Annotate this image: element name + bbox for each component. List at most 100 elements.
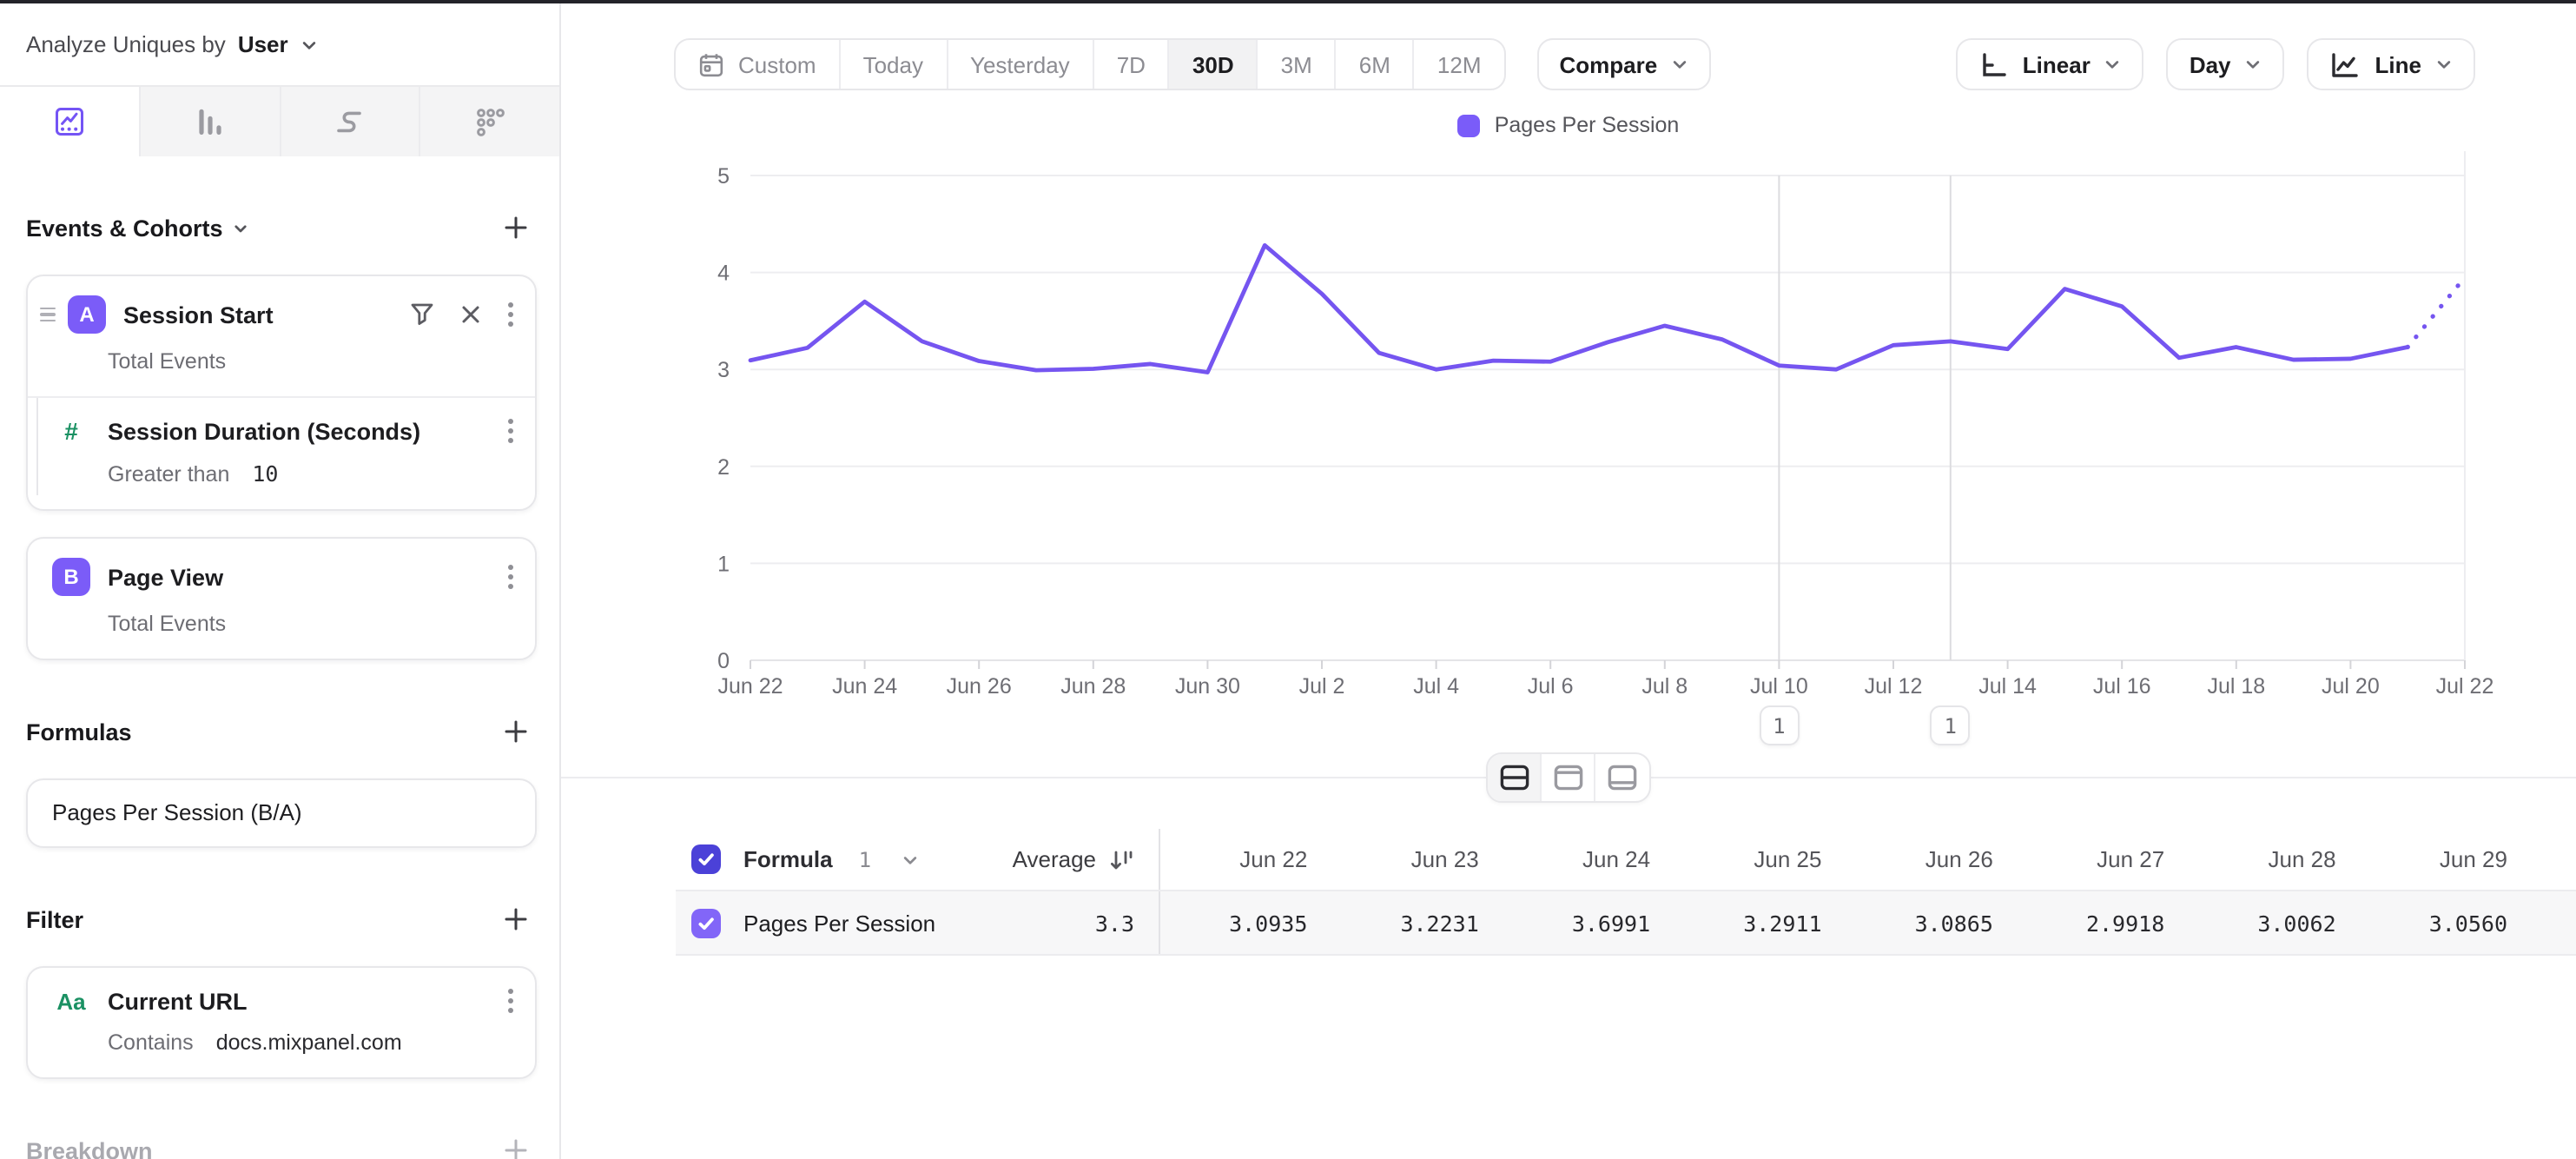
compare-button[interactable]: Compare (1536, 38, 1712, 90)
panel-top-icon (1553, 765, 1582, 791)
chart-toolbar: Custom Today Yesterday 7D 30D 3M 6M 12M Compare… (674, 38, 2475, 90)
range-12m[interactable]: 12M (1415, 40, 1504, 89)
event-title[interactable]: Session Start (123, 301, 274, 328)
range-custom[interactable]: Custom (676, 40, 841, 89)
event-measure[interactable]: Total Events (108, 349, 227, 374)
cell-value: 2.9918 (2085, 910, 2165, 936)
date-column-header[interactable]: Jun 27 (2097, 846, 2165, 872)
chevron-down-icon (1674, 61, 1687, 69)
event-card-page-view[interactable]: B Page View Total Events (26, 537, 537, 660)
row-series-name: Pages Per Session (743, 910, 936, 936)
date-column-header[interactable]: Jun 29 (2439, 846, 2507, 872)
row-checkbox[interactable] (691, 908, 721, 937)
chevron-down-icon (2437, 61, 2451, 69)
formulas-section-header: Formulas (26, 711, 537, 752)
scale-label: Linear (2022, 51, 2091, 77)
range-7d[interactable]: 7D (1094, 40, 1170, 89)
y-axis-tick-label: 3 (717, 358, 730, 382)
event-measure[interactable]: Total Events (108, 612, 227, 636)
table-header-row: Formula 1 Average Jun 22 Jun 23 Jun 24 Jun 2… (676, 829, 2576, 891)
layout-split-view-button[interactable] (1488, 754, 1542, 801)
tab-insights[interactable] (0, 87, 141, 156)
annotation-marker-badge[interactable]: 1 (1759, 705, 1800, 745)
event-title[interactable]: Page View (108, 564, 224, 590)
tab-flows[interactable] (281, 87, 421, 156)
kebab-menu-icon[interactable] (507, 301, 514, 328)
line-chart-icon (2332, 52, 2359, 76)
line-chart[interactable]: 5 4 3 2 1 0 Jun 22 Jun 24 Jun 26 Jun 28 Jun 30 Jul … (561, 141, 2576, 749)
formula-card[interactable]: Pages Per Session (B/A) (26, 778, 537, 848)
chart-type-select[interactable]: Line (2307, 38, 2475, 90)
annotation-marker-badge[interactable]: 1 (1930, 705, 1971, 745)
add-event-button[interactable] (495, 207, 537, 248)
kebab-menu-icon[interactable] (507, 563, 514, 591)
table-row[interactable]: Pages Per Session 3.3 3.0935 3.2231 3.6991… (676, 891, 2576, 956)
add-formula-button[interactable] (495, 711, 537, 752)
average-column-header[interactable]: Average (1012, 846, 1096, 872)
analyze-uniques-value[interactable]: User (237, 31, 288, 57)
add-breakdown-button[interactable] (495, 1129, 537, 1159)
range-30d[interactable]: 30D (1169, 40, 1258, 89)
series-line-dotted-incomplete (2405, 275, 2467, 350)
filter-value[interactable]: docs.mixpanel.com (215, 1030, 402, 1055)
compare-label: Compare (1559, 51, 1658, 77)
bar-chart-icon (198, 109, 221, 135)
interval-select[interactable]: Day (2166, 38, 2285, 90)
drag-handle-icon[interactable] (40, 307, 56, 322)
chevron-down-icon (2247, 61, 2260, 69)
legend-series-label[interactable]: Pages Per Session (1494, 113, 1680, 137)
x-axis-tick-label: Jul 4 (1413, 674, 1459, 699)
property-row-session-duration[interactable]: # Session Duration (Seconds) Greater tha… (28, 396, 535, 509)
filter-section-header: Filter (26, 898, 537, 940)
event-card-session-start[interactable]: A Session Start Total Events # (26, 275, 537, 511)
date-column-header[interactable]: Jun 22 (1159, 829, 1330, 890)
select-all-checkbox[interactable] (691, 844, 721, 874)
tab-retention[interactable] (421, 87, 560, 156)
filter-card-current-url[interactable]: Aa Current URL Contains docs.mixpanel.co… (26, 966, 537, 1079)
layout-toggle-control (1486, 752, 1651, 803)
range-today[interactable]: Today (841, 40, 948, 89)
range-3m[interactable]: 3M (1258, 40, 1337, 89)
layout-table-only-button[interactable] (1595, 754, 1649, 801)
chart-type-label: Line (2375, 51, 2421, 77)
x-axis-tick-label: Jul 12 (1865, 674, 1923, 699)
plus-icon (505, 908, 527, 931)
date-column-header[interactable]: Jun 24 (1582, 846, 1651, 872)
kebab-menu-icon[interactable] (507, 417, 514, 445)
filter-operator[interactable]: Contains (108, 1030, 194, 1055)
property-operator[interactable]: Greater than (108, 462, 230, 487)
range-label: Today (862, 51, 923, 77)
range-yesterday[interactable]: Yesterday (948, 40, 1094, 89)
x-axis-tick-label: Jul 16 (2093, 674, 2151, 699)
report-main-panel: Custom Today Yesterday 7D 30D 3M 6M 12M Compare… (561, 3, 2576, 1159)
range-label: 30D (1192, 51, 1234, 77)
series-toggle-label[interactable]: Formula (743, 846, 833, 872)
kebab-menu-icon[interactable] (507, 987, 514, 1015)
cell-value: 3.0062 (2257, 910, 2336, 936)
date-column-header[interactable]: Jun 25 (1754, 846, 1822, 872)
tab-funnels[interactable] (141, 87, 281, 156)
series-line-solid (748, 242, 2410, 374)
property-value[interactable]: 10 (252, 460, 279, 487)
y-axis-tick-label: 2 (717, 455, 730, 480)
filter-funnel-icon[interactable] (410, 302, 434, 327)
cell-value: 3.0865 (1914, 910, 1993, 936)
filter-title: Filter (26, 906, 84, 932)
property-title[interactable]: Session Duration (Seconds) (108, 418, 421, 444)
range-label: Custom (738, 51, 816, 77)
add-filter-button[interactable] (495, 898, 537, 940)
date-column-header[interactable]: Jun 23 (1410, 846, 1479, 872)
range-6m[interactable]: 6M (1337, 40, 1415, 89)
sort-descending-icon[interactable] (1108, 847, 1134, 871)
close-icon[interactable] (460, 304, 481, 325)
x-axis-tick-label: Jun 28 (1060, 674, 1126, 699)
filter-property-title[interactable]: Current URL (108, 988, 248, 1014)
date-column-header[interactable]: Jun 28 (2268, 846, 2336, 872)
events-cohorts-title[interactable]: Events & Cohorts (26, 215, 223, 241)
scale-select[interactable]: Linear (1956, 38, 2144, 90)
y-axis-tick-label: 5 (717, 164, 730, 189)
layout-chart-only-button[interactable] (1542, 754, 1595, 801)
date-column-header[interactable]: Jun 26 (1925, 846, 1993, 872)
